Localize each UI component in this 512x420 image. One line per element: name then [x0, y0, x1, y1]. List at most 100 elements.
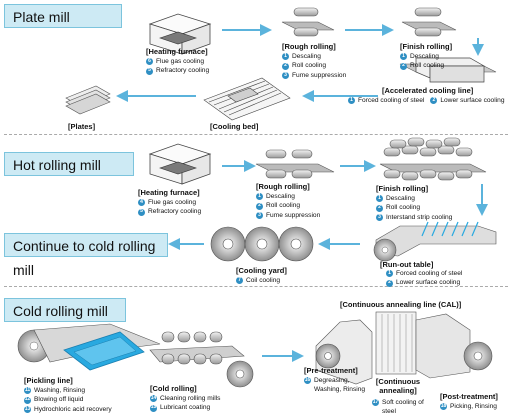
hot-heating-furnace-list: 4 Flue gas cooling 5 Refractory cooling	[138, 198, 201, 217]
plates-label: [Plates]	[68, 122, 96, 131]
step-text: Flue gas cooling	[148, 199, 197, 206]
step-number-badge: 6	[146, 58, 153, 66]
hot-rough-rolling-drawing	[255, 149, 335, 179]
step-number-badge: 1	[282, 53, 289, 61]
step-number-badge: 1	[348, 97, 355, 105]
cal-label: [Continuous annealing line (CAL)]	[340, 300, 462, 309]
step-text: Cleaning rolling mills	[160, 395, 221, 402]
step-text: Descaling	[292, 53, 321, 60]
plate-heating-furnace-label: [Heating furnace]	[146, 47, 208, 56]
plate-finish-rolling-label: [Finish rolling]	[400, 42, 453, 51]
section-divider	[4, 134, 508, 135]
cal-drawing	[315, 311, 493, 385]
accelerated-cooling-list: 1 Forced cooling of steel 2 Lower surface …	[348, 96, 505, 105]
hot-rough-rolling-label: [Rough rolling]	[256, 182, 310, 191]
plate-rough-rolling-label: [Rough rolling]	[282, 42, 336, 51]
step-number-badge: 3	[256, 212, 263, 220]
step-number-badge: 1	[376, 195, 383, 203]
pickling-line-drawing	[17, 323, 161, 371]
step-number-badge: 2	[400, 62, 407, 70]
post-treatment-label: [Post-treatment]	[440, 392, 498, 401]
step-text: Roll cooling	[386, 204, 421, 212]
cooling-bed-drawing	[203, 77, 291, 121]
runout-table-label: [Run-out table]	[380, 260, 434, 269]
pickling-line-list: 11 Washing, Rinsing 12 Blowing off liquid …	[24, 386, 112, 414]
hot-finish-rolling-list: 1 Descaling 2 Roll cooling 3 Interstand str…	[376, 194, 452, 222]
step-text: Forced cooling of steel	[396, 270, 463, 277]
step-number-badge: 1	[400, 53, 407, 61]
step-text: Refractory cooling	[148, 208, 202, 216]
step-text: Lower surface cooling	[396, 279, 461, 287]
step-number-badge: 14	[150, 395, 157, 403]
step-text: Descaling	[266, 193, 295, 200]
runout-table-list: 1 Forced cooling of steel 2 Lower surface …	[386, 269, 462, 288]
step-number-badge: 2	[256, 202, 263, 210]
plate-heating-furnace-list: 6 Flue gas cooling 5 Refractory cooling	[146, 57, 209, 76]
step-text: Soft cooling of steel	[382, 399, 424, 416]
step-text: Roll cooling	[410, 62, 445, 70]
step-text: Refractory cooling	[156, 67, 210, 75]
step-number-badge: 2	[386, 279, 393, 287]
step-text: Washing, Rinsing	[34, 387, 86, 394]
step-text: Roll cooling	[292, 62, 327, 70]
pre-treatment-list: 16 Degreasing, Washing, Rinsing	[304, 376, 366, 395]
plate-finish-rolling-list: 1 Descaling 2 Roll cooling	[400, 52, 444, 71]
accelerated-cooling-drawing	[399, 57, 497, 83]
cooling-bed-label: [Cooling bed]	[210, 122, 259, 131]
step-number-badge: 7	[236, 277, 243, 285]
hot-rough-rolling-list: 1 Descaling 2 Roll cooling 3 Fume suppressi…	[256, 192, 320, 220]
step-text: Lower surface cooling	[440, 97, 505, 104]
step-number-badge: 3	[376, 214, 383, 222]
cold-rolling-label: [Cold rolling]	[150, 384, 197, 393]
step-number-badge: 2	[430, 97, 438, 105]
cold-rolling-drawing	[149, 331, 254, 388]
pre-treatment-label: [Pre-treatment]	[304, 366, 358, 375]
cooling-yard-drawing	[210, 226, 314, 262]
section-title-hot-rolling-mill: Hot rolling mill	[4, 152, 134, 176]
step-text: Blowing off liquid	[34, 396, 84, 404]
step-number-badge: 5	[138, 208, 145, 216]
step-text: Coil cooling	[246, 277, 281, 284]
step-number-badge: 2	[376, 204, 383, 212]
step-number-badge: 11	[24, 387, 31, 395]
step-number-badge: 5	[146, 67, 153, 75]
plate-rough-rolling-list: 1 Descaling 2 Roll cooling 3 Fume suppressi…	[282, 52, 346, 80]
step-number-badge: 17	[372, 398, 379, 406]
step-text: Descaling	[410, 53, 439, 60]
step-number-badge: 13	[24, 405, 31, 414]
step-text: Hydrochloric acid recovery	[34, 405, 112, 413]
step-text: Interstand strip cooling	[386, 213, 453, 221]
step-number-badge: 18	[440, 403, 447, 411]
step-text: Fume suppression	[266, 211, 321, 219]
step-number-badge: 1	[256, 193, 263, 201]
step-text: Degreasing, Washing, Rinsing	[314, 377, 366, 394]
step-number-badge: 15	[150, 404, 157, 412]
runout-table-drawing	[373, 221, 497, 262]
step-text: Descaling	[386, 195, 415, 202]
step-text: Roll cooling	[266, 202, 301, 210]
step-text: Lubricant coating	[160, 404, 211, 412]
step-number-badge: 3	[282, 72, 289, 80]
post-treatment-list: 18 Picking, Rinsing	[440, 402, 497, 411]
continuous-annealing-label: [Continuous annealing]	[375, 377, 421, 395]
accelerated-cooling-label: [Accelerated cooling line]	[382, 86, 474, 95]
step-text: Forced cooling of steel	[358, 97, 425, 104]
plates-drawing	[65, 85, 111, 115]
cooling-yard-label: [Cooling yard]	[236, 266, 287, 275]
continue-to-cold-rolling-mill: Continue to cold rolling mill	[4, 233, 168, 278]
pickling-line-label: [Pickling line]	[24, 376, 73, 385]
hot-finish-rolling-drawing	[379, 137, 487, 181]
section-title-plate-mill: Plate mill	[4, 4, 122, 28]
section-title-cold-rolling-mill: Cold rolling mill	[4, 298, 126, 322]
step-number-badge: 4	[138, 199, 145, 207]
step-number-badge: 2	[282, 62, 289, 70]
step-number-badge: 16	[304, 376, 311, 384]
cold-rolling-list: 14 Cleaning rolling mills 15 Lubricant coa…	[150, 394, 220, 413]
hot-finish-rolling-label: [Finish rolling]	[376, 184, 429, 193]
step-text: Flue gas cooling	[156, 58, 205, 65]
step-text: Picking, Rinsing	[450, 403, 497, 410]
continuous-annealing-list: 17 Soft cooling of steel	[372, 398, 428, 417]
plate-heating-furnace-drawing	[148, 13, 212, 55]
section-divider	[4, 286, 508, 287]
